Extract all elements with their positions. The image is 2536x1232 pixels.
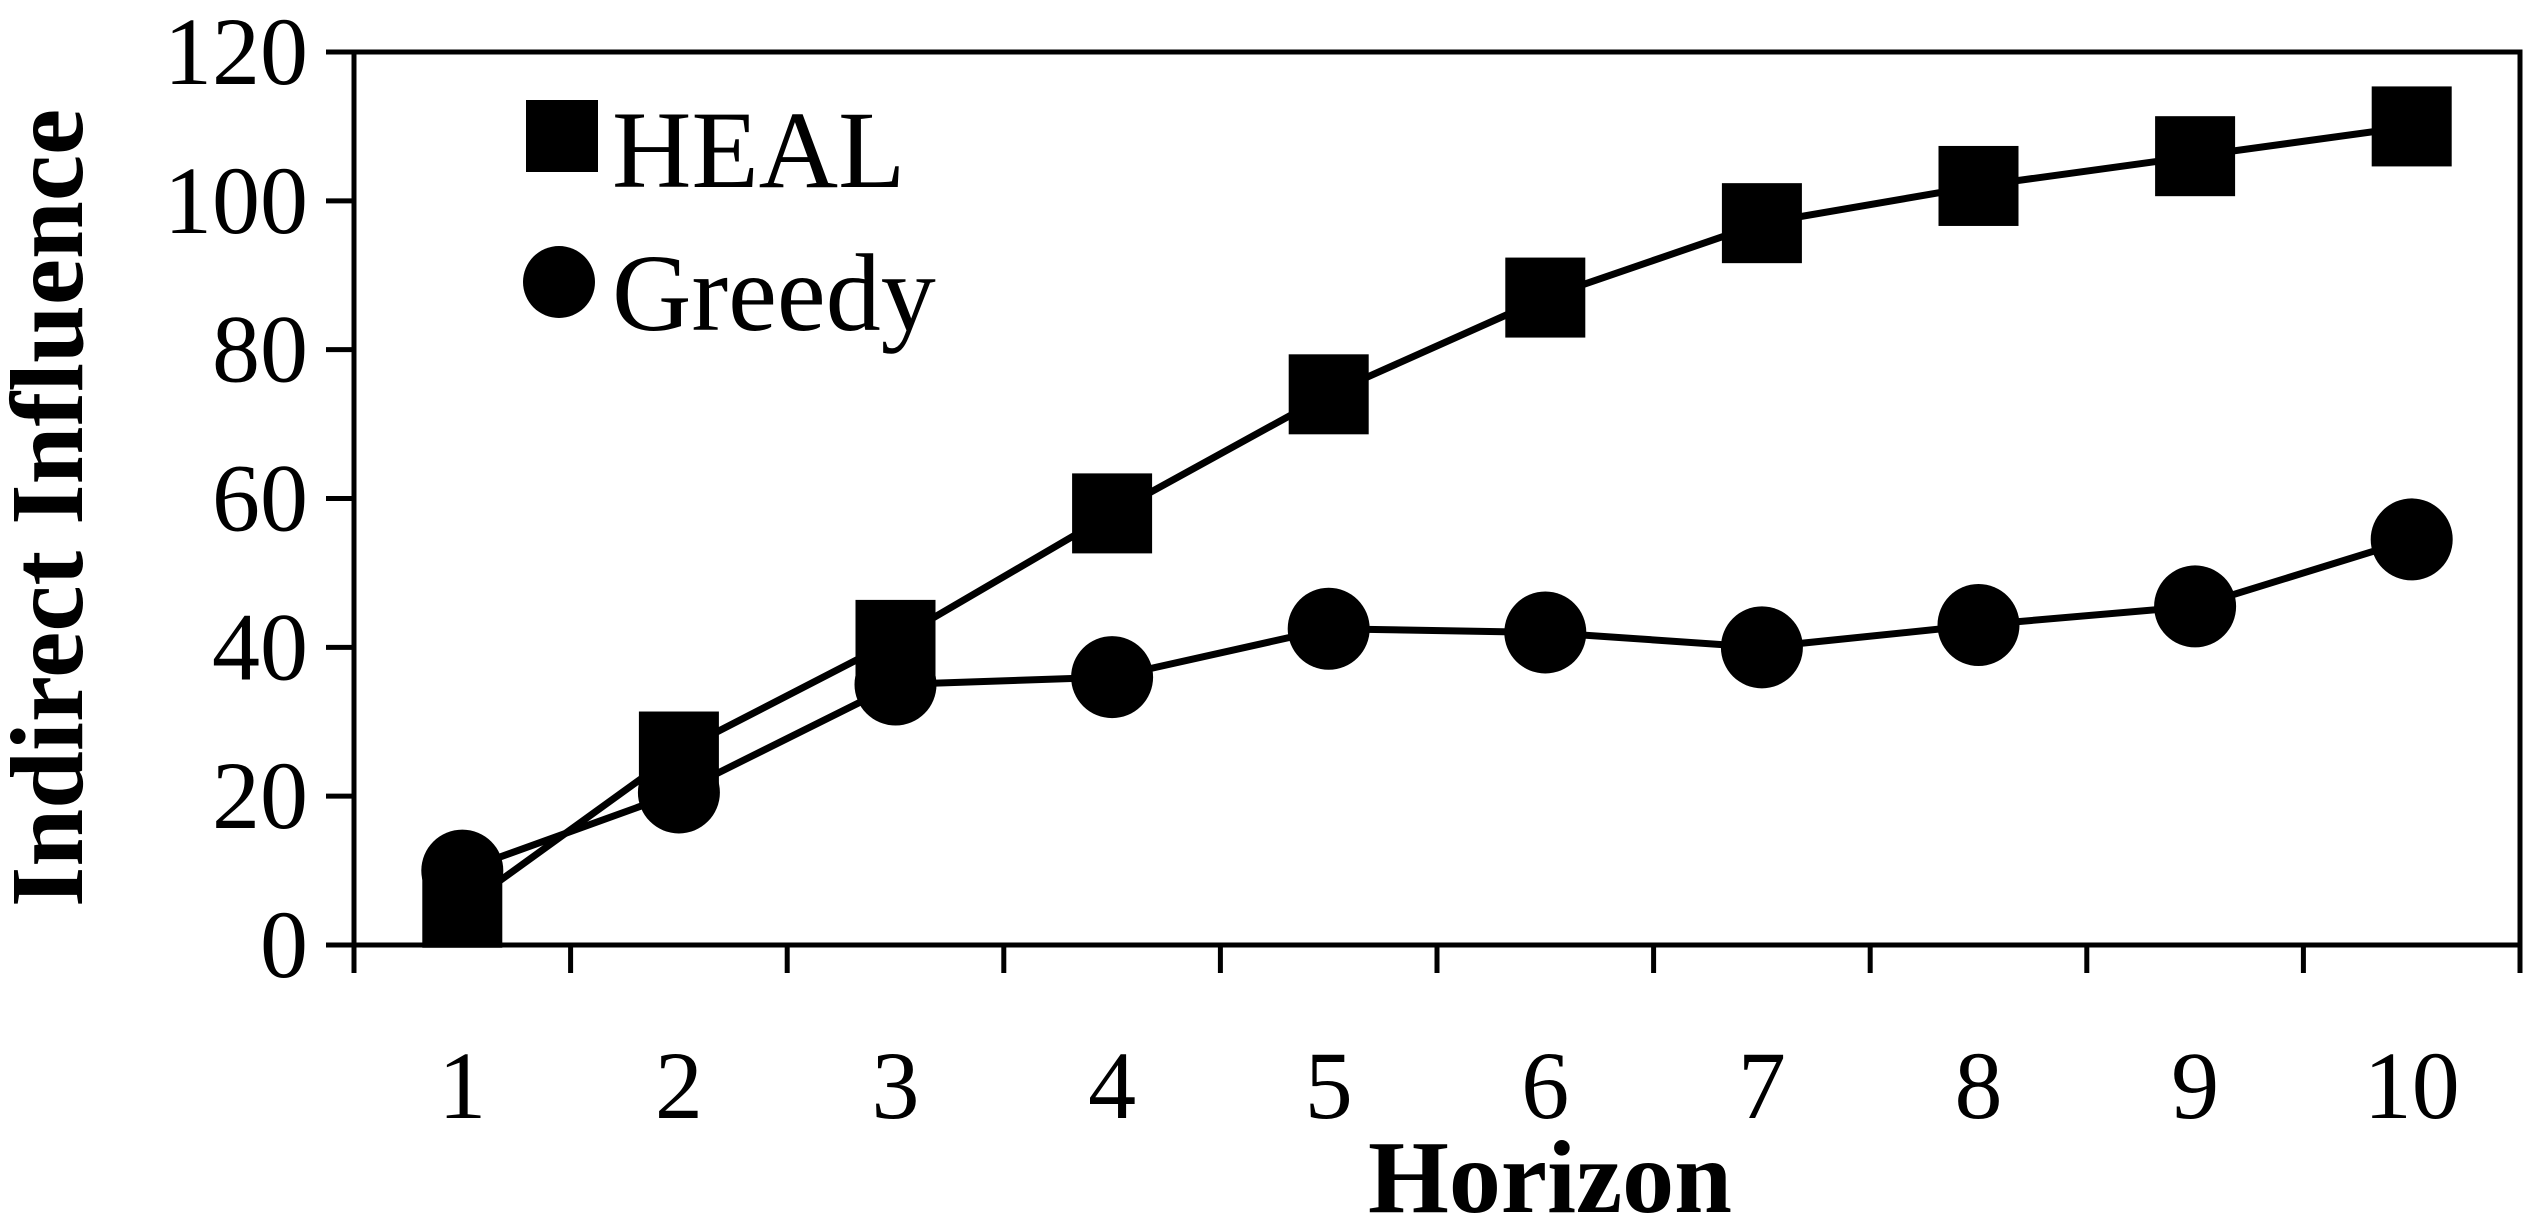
data-point-circle [2370,498,2453,581]
y-tick-label: 0 [260,891,308,998]
legend-label: HEAL [612,89,905,211]
data-point-square [2371,86,2452,167]
data-point-circle [1287,587,1370,670]
x-tick-label: 10 [2364,1032,2460,1139]
x-axis: 1 2 3 4 5 6 7 8 9 10 [351,945,2523,1139]
data-point-square [1505,257,1586,338]
y-tick-label: 40 [212,593,308,700]
y-axis: 0 20 40 60 80 100 120 [164,0,354,998]
legend-square-marker [526,100,598,172]
x-axis-title: Horizon [1368,1120,1732,1232]
y-tick-label: 100 [164,147,308,254]
legend: HEAL Greedy [523,89,936,354]
x-tick-label: 4 [1088,1032,1136,1139]
y-tick-label: 20 [212,742,308,849]
series-layer [421,86,2453,948]
x-tick-label: 3 [872,1032,920,1139]
legend-label: Greedy [612,232,936,354]
data-point-square [1721,183,1802,264]
legend-circle-marker [523,246,595,318]
x-tick-label: 7 [1738,1032,1786,1139]
y-tick-label: 80 [212,296,308,403]
y-tick-label: 120 [164,0,308,105]
x-tick-label: 9 [2171,1032,2219,1139]
data-point-circle [637,751,720,834]
series-heal [422,86,2452,948]
series-line-greedy [461,536,2413,874]
data-point-circle [421,829,504,912]
x-tick-label: 2 [655,1032,703,1139]
data-point-square [1938,145,2019,226]
data-point-square [1072,473,1153,554]
data-point-circle [854,643,937,726]
legend-item-greedy: Greedy [523,232,936,354]
series-greedy [421,498,2453,912]
data-point-circle [2154,565,2237,648]
x-tick-label: 8 [1955,1032,2003,1139]
series-line-heal [460,122,2413,911]
data-point-circle [1071,636,1154,719]
y-tick-label: 60 [212,445,308,552]
y-axis-title: Indirect Influence [0,109,105,907]
legend-item-heal: HEAL [526,89,905,211]
data-point-circle [1504,591,1587,674]
x-tick-label: 6 [1521,1032,1569,1139]
x-tick-label: 5 [1305,1032,1353,1139]
data-point-square [1288,354,1369,435]
data-point-circle [1937,584,2020,667]
data-point-square [2155,116,2236,197]
data-point-circle [1720,606,1803,689]
x-tick-label: 1 [438,1032,486,1139]
